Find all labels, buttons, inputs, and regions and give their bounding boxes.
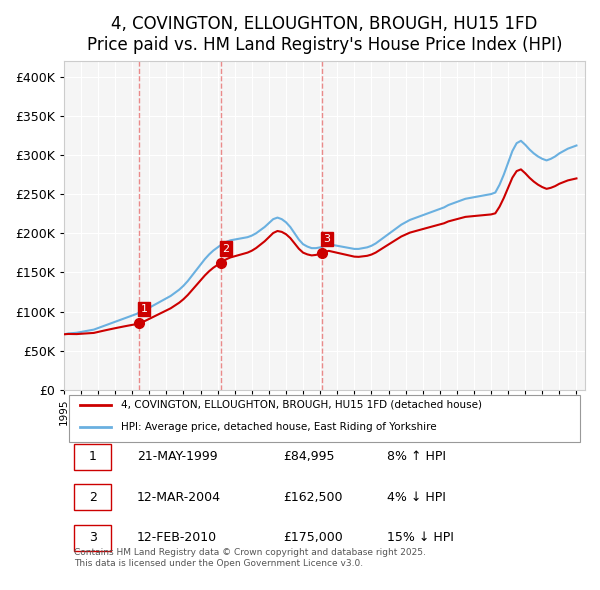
Text: 4% ↓ HPI: 4% ↓ HPI xyxy=(387,491,446,504)
Text: 1: 1 xyxy=(89,450,97,463)
Text: 12-FEB-2010: 12-FEB-2010 xyxy=(137,532,217,545)
Text: 2: 2 xyxy=(89,491,97,504)
Text: 21-MAY-1999: 21-MAY-1999 xyxy=(137,450,217,463)
FancyBboxPatch shape xyxy=(74,525,111,551)
Text: 2: 2 xyxy=(223,244,230,254)
FancyBboxPatch shape xyxy=(74,444,111,470)
FancyBboxPatch shape xyxy=(74,484,111,510)
Text: Contains HM Land Registry data © Crown copyright and database right 2025.
This d: Contains HM Land Registry data © Crown c… xyxy=(74,548,426,568)
FancyBboxPatch shape xyxy=(69,395,580,442)
Text: £84,995: £84,995 xyxy=(283,450,334,463)
Text: HPI: Average price, detached house, East Riding of Yorkshire: HPI: Average price, detached house, East… xyxy=(121,422,437,432)
Text: 15% ↓ HPI: 15% ↓ HPI xyxy=(387,532,454,545)
Text: 3: 3 xyxy=(323,234,331,244)
Text: 8% ↑ HPI: 8% ↑ HPI xyxy=(387,450,446,463)
Text: 12-MAR-2004: 12-MAR-2004 xyxy=(137,491,221,504)
Text: £162,500: £162,500 xyxy=(283,491,342,504)
Title: 4, COVINGTON, ELLOUGHTON, BROUGH, HU15 1FD
Price paid vs. HM Land Registry's Hou: 4, COVINGTON, ELLOUGHTON, BROUGH, HU15 1… xyxy=(87,15,562,54)
Text: 3: 3 xyxy=(89,532,97,545)
Text: 1: 1 xyxy=(140,304,148,314)
Text: 4, COVINGTON, ELLOUGHTON, BROUGH, HU15 1FD (detached house): 4, COVINGTON, ELLOUGHTON, BROUGH, HU15 1… xyxy=(121,400,482,409)
Text: £175,000: £175,000 xyxy=(283,532,343,545)
